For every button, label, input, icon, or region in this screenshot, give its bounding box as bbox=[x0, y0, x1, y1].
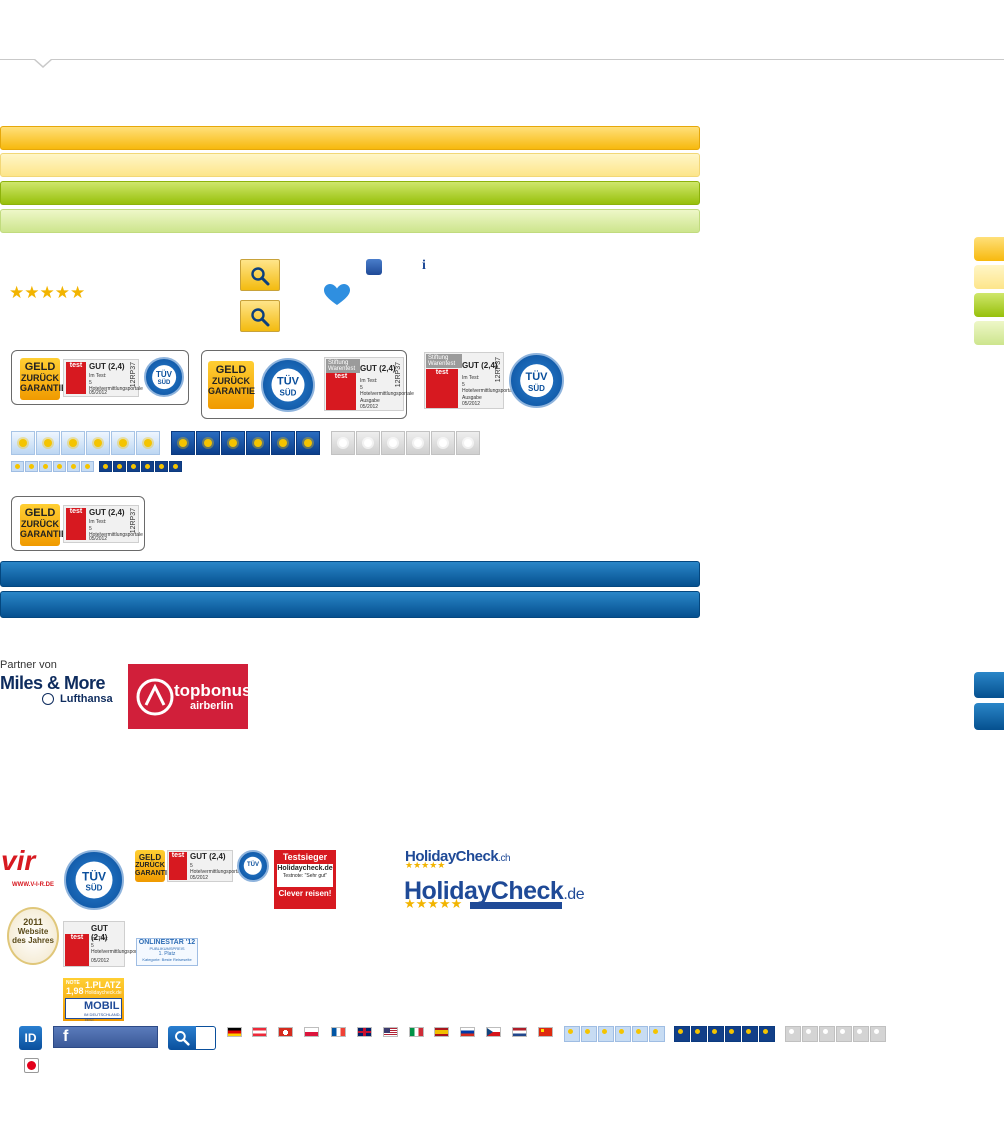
bar-green bbox=[0, 181, 700, 205]
sun-rating-mini-dark bbox=[99, 461, 183, 473]
miles-and-more-logo[interactable]: Miles & More bbox=[0, 673, 106, 693]
footer-sun-rating-dark bbox=[674, 1026, 776, 1042]
vir-logo[interactable]: vir bbox=[1, 845, 36, 876]
badge-frame-3: GELD ZURÜCK GARANTIE test GUT (2,4) Im T… bbox=[11, 496, 145, 551]
testsieger-badge[interactable]: Testsieger Holidaycheck.de Testnote: "Se… bbox=[274, 850, 336, 909]
warentest-badge-large: Stiftung Warentest test GUT (2,4) Im Tes… bbox=[424, 352, 516, 409]
id-button[interactable]: ID bbox=[19, 1026, 42, 1050]
footer-search-input[interactable] bbox=[196, 1026, 216, 1050]
footer-sun-rating-light bbox=[564, 1026, 666, 1042]
flag-ru-icon[interactable] bbox=[460, 1027, 475, 1037]
website-des-jahres-award[interactable]: 2011 Website des Jahres bbox=[7, 907, 59, 965]
facebook-icon: f bbox=[63, 1028, 69, 1045]
lufthansa-crane-icon bbox=[42, 693, 54, 705]
holidaycheck-de-underline bbox=[470, 902, 562, 909]
swatch-orange[interactable] bbox=[974, 237, 1004, 261]
warentest-footer-badge-1: test GUT (2,4) 5 Hotelvermittlungsportal… bbox=[167, 850, 244, 882]
warentest-badge: test GUT (2,4) Im Test: 5 Hotelvermittlu… bbox=[63, 359, 143, 397]
swatch-blue-secondary[interactable] bbox=[974, 703, 1004, 730]
flag-it-icon[interactable] bbox=[409, 1027, 424, 1037]
warentest-badge: test GUT (2,4) Im Test: 5 Hotelvermittlu… bbox=[63, 505, 143, 543]
sun-rating-dark bbox=[171, 431, 321, 456]
swatch-pale-yellow[interactable] bbox=[974, 265, 1004, 289]
tuv-sued-badge-large: TÜV SÜD bbox=[509, 353, 564, 408]
tuv-sued-footer-badge-small: TÜV bbox=[237, 850, 269, 882]
footer-search-button[interactable] bbox=[168, 1026, 196, 1050]
record-icon[interactable] bbox=[24, 1058, 39, 1073]
bar-pale-green bbox=[0, 209, 700, 233]
header-divider bbox=[0, 59, 1004, 60]
sun-rating-mini-light bbox=[11, 461, 95, 473]
holidaycheck-de-logo[interactable]: HolidayCheck.de bbox=[404, 877, 585, 905]
bar-blue bbox=[0, 561, 700, 587]
lufthansa-label: Lufthansa bbox=[60, 693, 113, 705]
sun-rating-light bbox=[11, 431, 161, 456]
flag-pl-icon[interactable] bbox=[304, 1027, 319, 1037]
warentest-footer-badge-2: test GUT (2,4) Im Test: 5 Hotelvermittlu… bbox=[63, 921, 145, 967]
info-icon[interactable]: i bbox=[422, 258, 426, 273]
flag-nl-icon[interactable] bbox=[512, 1027, 527, 1037]
warentest-badge: Stiftung Warentest test GUT (2,4) Im Tes… bbox=[324, 357, 414, 411]
flag-fr-icon[interactable] bbox=[331, 1027, 346, 1037]
holidaycheck-de-stars: ★★★★★ bbox=[404, 896, 463, 911]
vir-url: WWW.V-I-R.DE bbox=[12, 882, 54, 888]
geld-zurueck-footer-badge: GELD ZURÜCK GARANTIE bbox=[135, 850, 172, 882]
onlinestar-badge[interactable]: ONLINESTAR '12 PUBLIKUMSPREIS 1. Platz K… bbox=[136, 938, 198, 966]
bar-pale-yellow bbox=[0, 153, 700, 177]
mobil-award-badge[interactable]: NOTE 1,98 1.PLATZ Holidaycheck.de MOBIL … bbox=[63, 978, 124, 1022]
geld-zurueck-badge: GELD ZURÜCK GARANTIE bbox=[20, 358, 67, 400]
holidaycheck-ch-logo[interactable]: HolidayCheck.ch bbox=[405, 848, 511, 865]
flag-ch-icon[interactable] bbox=[278, 1027, 293, 1037]
search-icon bbox=[251, 267, 270, 286]
heart-icon[interactable] bbox=[323, 283, 351, 307]
badge-frame-1: GELD ZURÜCK GARANTIE test GUT (2,4) Im T… bbox=[11, 350, 189, 405]
sun-rating-grey bbox=[331, 431, 481, 456]
geld-zurueck-badge: GELD ZURÜCK GARANTIE bbox=[208, 361, 255, 409]
flag-cz-icon[interactable] bbox=[486, 1027, 501, 1037]
flag-cn-icon[interactable] bbox=[538, 1027, 553, 1037]
geld-zurueck-badge: GELD ZURÜCK GARANTIE bbox=[20, 504, 67, 546]
swatch-pale-green[interactable] bbox=[974, 321, 1004, 345]
star-rating: ★★★★★ bbox=[9, 283, 86, 302]
holidaycheck-icon[interactable] bbox=[366, 259, 382, 275]
partner-label: Partner von bbox=[0, 659, 57, 671]
facebook-button[interactable]: f bbox=[53, 1026, 158, 1048]
swatch-blue[interactable] bbox=[974, 672, 1004, 698]
footer-sun-rating-grey bbox=[785, 1026, 887, 1042]
bar-orange bbox=[0, 126, 700, 150]
bar-blue-secondary bbox=[0, 591, 700, 618]
swatch-green[interactable] bbox=[974, 293, 1004, 317]
header-notch bbox=[33, 58, 53, 68]
flag-gb-icon[interactable] bbox=[357, 1027, 372, 1037]
badge-frame-2: GELD ZURÜCK GARANTIE TÜV SÜD Stiftung Wa… bbox=[201, 350, 414, 419]
topbonus-logo[interactable]: topbonus airberlin bbox=[128, 664, 251, 729]
search-icon bbox=[175, 1031, 190, 1046]
tuv-sued-badge: TÜV SÜD bbox=[261, 358, 315, 412]
flag-de-icon[interactable] bbox=[227, 1027, 242, 1037]
flag-at-icon[interactable] bbox=[252, 1027, 267, 1037]
tuv-sued-footer-badge[interactable]: TÜV SÜD bbox=[64, 850, 124, 910]
tuv-sued-badge: TÜV SÜD bbox=[144, 357, 184, 397]
flag-es-icon[interactable] bbox=[434, 1027, 449, 1037]
topbonus-emblem-icon bbox=[136, 678, 174, 716]
holidaycheck-ch-stars: ★★★★★ bbox=[405, 860, 446, 870]
search-button-secondary[interactable] bbox=[240, 300, 280, 332]
flag-us-icon[interactable] bbox=[383, 1027, 398, 1037]
search-button[interactable] bbox=[240, 259, 280, 291]
search-icon bbox=[251, 308, 270, 327]
